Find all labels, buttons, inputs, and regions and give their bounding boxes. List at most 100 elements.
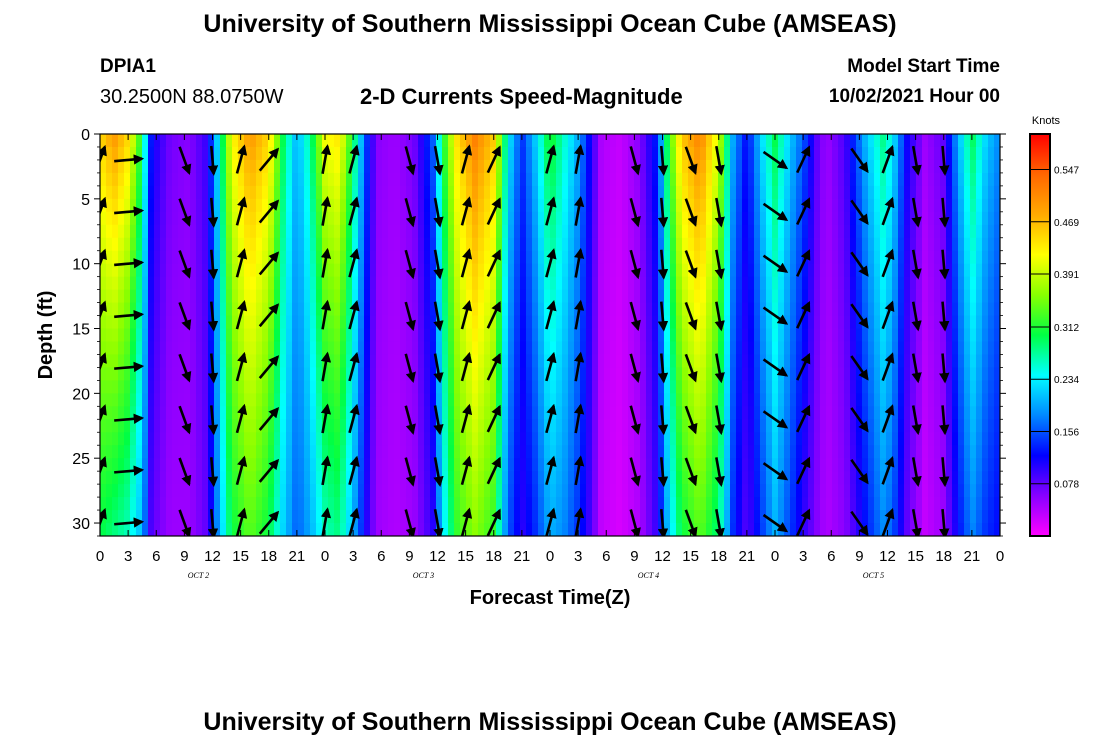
heatmap-cell [850,172,857,187]
heatmap-cell [616,289,623,304]
heatmap-cell [874,315,881,330]
heatmap-cell [100,159,107,174]
heatmap-cell [610,315,617,330]
heatmap-cell [160,497,167,511]
x-axis: 0 3 6 9 12 15 18 21 0 3 6 9 12 15 18 21 0 3 6 9 12 15 18 21 0 3 6 9… [96,134,1004,580]
heatmap-cell [100,367,107,381]
heatmap-cell [562,354,569,369]
heatmap-cell [382,432,389,446]
heatmap-cell [424,380,431,394]
heatmap-cell [268,159,275,174]
heatmap-cell [934,432,941,446]
heatmap-cell [898,224,905,239]
heatmap-cell [232,445,239,459]
heatmap-cell [826,328,833,343]
heatmap-cell [460,172,467,187]
heatmap-cell [490,328,497,343]
heatmap-cell [832,211,839,226]
heatmap-cell [190,224,197,239]
heatmap-cell [136,198,143,213]
heatmap-cell [892,237,899,252]
heatmap-cell [838,471,845,485]
heatmap-cell [976,263,983,278]
heatmap-cell [196,276,203,291]
heatmap-cell [928,432,935,446]
heatmap-cell [430,315,437,330]
heatmap-cell [742,419,749,433]
heatmap-cell [244,198,251,213]
heatmap-cell [958,263,965,278]
heatmap-cell [922,172,929,187]
heatmap-cell [118,510,125,524]
heatmap-cell [364,510,371,524]
heatmap-cell [856,458,863,472]
heatmap-cell [532,134,539,148]
heatmap-cell [508,406,515,420]
heatmap-cell [160,198,167,213]
heatmap-cell [922,354,929,369]
x-tick-label: 6 [377,548,385,565]
heatmap-cell [856,146,863,161]
heatmap-cell [376,484,383,498]
current-vector-arrow [762,254,789,273]
current-vector-arrow [911,301,922,332]
heatmap-cell [628,289,635,304]
heatmap-cell [376,134,383,148]
heatmap-cell [190,237,197,252]
heatmap-cell [868,134,875,148]
heatmap-cell [922,159,929,174]
heatmap-cell [262,380,269,394]
heatmap-cell [754,354,761,369]
heatmap-cell [370,445,377,459]
heatmap-cell [400,276,407,291]
heatmap-cell [142,146,149,161]
heatmap-cell [826,263,833,278]
heatmap-cell [976,289,983,304]
heatmap-cell [886,134,893,148]
heatmap-cell [106,445,113,459]
heatmap-cell [550,341,557,356]
heatmap-cell [364,523,371,536]
heatmap-cell [784,276,791,291]
heatmap-cell [334,406,341,420]
heatmap-cell [628,250,635,265]
heatmap-cell [970,211,977,226]
heatmap-cell [886,276,893,291]
heatmap-cell [766,315,773,330]
heatmap-cell [214,354,221,369]
heatmap-cell [616,354,623,369]
heatmap-cell [892,302,899,317]
heatmap-cell [742,523,749,536]
heatmap-cell [490,419,497,433]
heatmap-cell [304,237,311,252]
heatmap-cell [406,510,413,524]
heatmap-cell [814,341,821,356]
heatmap-cell [340,354,347,369]
heatmap-cell [850,510,857,524]
heatmap-cell [136,484,143,498]
heatmap-cell [838,302,845,317]
heatmap-cell [640,250,647,265]
heatmap-cell [568,471,575,485]
heatmap-cell [862,146,869,161]
heatmap-cell [640,302,647,317]
heatmap-cell [142,134,149,148]
heatmap-cell [946,159,953,174]
heatmap-cell [172,146,179,161]
heatmap-cell [238,393,245,407]
heatmap-cell [292,237,299,252]
current-vector-arrow [404,405,416,435]
heatmap-cell [148,185,155,200]
heatmap-cell [196,354,203,369]
heatmap-cell [346,328,353,343]
heatmap-cell [346,367,353,381]
heatmap-cell [796,198,803,213]
heatmap-cell [184,445,191,459]
heatmap-cell [424,211,431,226]
heatmap-cell [196,471,203,485]
heatmap-cell [214,497,221,511]
heatmap-cell [994,432,1000,446]
current-vector-arrow [207,301,219,332]
heatmap-cell [856,302,863,317]
heatmap-cell [406,198,413,213]
